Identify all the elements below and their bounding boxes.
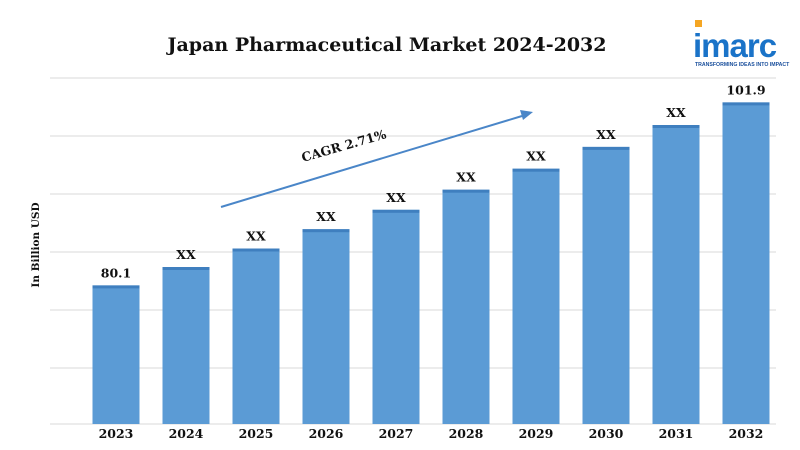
- data-label-2027: XX: [386, 190, 406, 205]
- x-axis-ticks: 2023 2024 2025 2026 2027 2028 2029 2030 2031 2032: [99, 426, 764, 441]
- data-labels: 80.1 XX XX XX XX XX XX XX XX 101.9: [101, 82, 766, 280]
- bar-2029: [512, 168, 560, 424]
- logo-tagline: TRANSFORMING IDEAS INTO IMPACT: [695, 62, 790, 68]
- x-tick-2029: 2029: [519, 426, 554, 441]
- x-tick-2028: 2028: [449, 426, 484, 441]
- imarc-logo: imarc TRANSFORMING IDEAS INTO IMPACT: [693, 20, 790, 68]
- x-tick-2032: 2032: [729, 426, 764, 441]
- bar-2032: [722, 102, 770, 425]
- bar-top-2030: [582, 146, 630, 150]
- data-label-2032: 101.9: [726, 82, 765, 97]
- bar-2028: [442, 189, 490, 424]
- x-tick-2026: 2026: [309, 426, 344, 441]
- data-label-2029: XX: [526, 149, 546, 164]
- bar-2027: [372, 209, 420, 424]
- cagr-label: CAGR 2.71%: [300, 126, 388, 165]
- bar-top-2028: [442, 189, 490, 193]
- x-tick-2031: 2031: [659, 426, 694, 441]
- data-label-2026: XX: [316, 209, 336, 224]
- x-tick-2030: 2030: [589, 426, 624, 441]
- bar-top-2032: [722, 102, 770, 106]
- x-tick-2027: 2027: [379, 426, 414, 441]
- data-label-2024: XX: [176, 247, 196, 262]
- data-label-2031: XX: [666, 105, 686, 120]
- data-label-2023: 80.1: [101, 265, 131, 280]
- chart-title: Japan Pharmaceutical Market 2024-2032: [166, 34, 607, 56]
- data-label-2025: XX: [246, 229, 266, 244]
- logo-name: imarc: [693, 27, 777, 64]
- y-axis-label: In Billion USD: [30, 202, 42, 287]
- bar-2026: [302, 229, 350, 424]
- data-label-2028: XX: [456, 170, 476, 185]
- bar-2025: [232, 248, 280, 424]
- bar-2023: [92, 285, 140, 424]
- bar-top-2024: [162, 267, 210, 270]
- bar-top-2029: [512, 168, 560, 172]
- x-tick-2023: 2023: [99, 426, 134, 441]
- bar-2031: [652, 125, 700, 424]
- x-tick-2025: 2025: [239, 426, 274, 441]
- bar-top-2027: [372, 209, 420, 213]
- bar-top-2031: [652, 125, 700, 128]
- cagr-arrow-line: [220, 115, 523, 208]
- bar-2030: [582, 146, 630, 424]
- x-tick-2024: 2024: [169, 426, 204, 441]
- data-label-2030: XX: [596, 127, 616, 142]
- cagr-arrowhead-icon: [520, 110, 533, 120]
- logo-dot-icon: [695, 20, 702, 27]
- bar-top-2026: [302, 229, 350, 233]
- bars: [92, 102, 770, 425]
- bar-2024: [162, 267, 210, 424]
- bar-top-2023: [92, 285, 140, 289]
- bar-top-2025: [232, 248, 280, 252]
